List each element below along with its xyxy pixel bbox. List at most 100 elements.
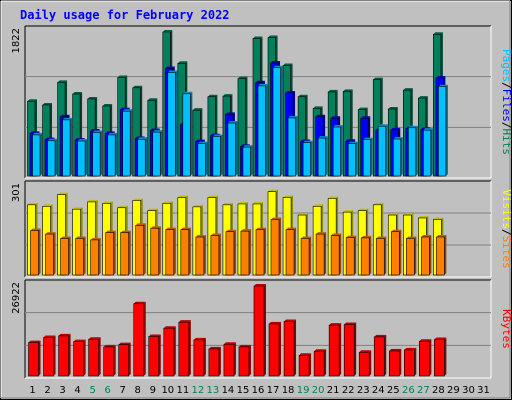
bar-pages-8-side — [145, 137, 148, 176]
bar-hits-1-top — [27, 99, 37, 102]
bar-kbytes-12-top — [193, 337, 206, 340]
bar-sites-25 — [390, 229, 402, 276]
bar-sites-21-face — [330, 235, 340, 276]
bar-sites-17-face — [270, 219, 280, 276]
bar-pages-21 — [332, 124, 343, 177]
bar-sites-24 — [375, 236, 387, 276]
bar-sites-25-top — [391, 229, 402, 232]
bar-files-1-top — [30, 131, 40, 134]
bar-pages-14 — [227, 121, 238, 177]
bar-pages-4-face — [77, 140, 86, 177]
bar-sites-8-top — [135, 223, 146, 226]
bar-sites-28-top — [436, 234, 447, 237]
bar-kbytes-19-top — [299, 353, 312, 356]
bar-sites-12-face — [195, 236, 205, 276]
legend-hits: Hits — [500, 129, 512, 156]
x-tick-label: 26 — [402, 385, 415, 396]
bar-pages-12-top — [197, 141, 208, 144]
bar-sites-12-side — [203, 234, 206, 275]
bar-sites-10 — [165, 227, 176, 276]
bar-sites-11 — [180, 227, 191, 276]
bar-sites-6-face — [105, 232, 114, 276]
bar-pages-4-top — [77, 138, 88, 141]
bar-sites-14-face — [225, 231, 235, 276]
bar-pages-14-face — [227, 122, 236, 177]
bar-kbytes-9-face — [148, 336, 160, 377]
bar-pages-6-top — [107, 132, 118, 135]
bar-pages-6-face — [107, 134, 116, 177]
bar-sites-22-top — [346, 235, 357, 238]
bar-sites-18-side — [294, 227, 297, 275]
bar-pages-18-top — [288, 115, 298, 118]
bar-sites-7-face — [120, 232, 129, 276]
bar-visits-11-top — [177, 195, 188, 198]
bar-hits-23-top — [358, 107, 368, 110]
bar-pages-3-side — [70, 117, 73, 176]
bar-pages-6-side — [115, 132, 118, 176]
bar-visits-21-top — [328, 196, 339, 199]
bar-hits-14-top — [222, 94, 233, 97]
bar-pages-23 — [362, 137, 373, 177]
x-tick-label: 25 — [387, 385, 400, 396]
bar-pages-28-face — [438, 86, 447, 177]
bar-kbytes-4-top — [73, 339, 86, 342]
bar-pages-14-top — [227, 121, 238, 124]
bar-hits-17-top — [268, 35, 278, 38]
bar-sites-1-side — [38, 228, 41, 275]
bar-pages-26-top — [408, 125, 418, 128]
bar-kbytes-25-face — [388, 350, 400, 377]
bar-kbytes-8-top — [133, 301, 146, 304]
bar-pages-23-top — [363, 137, 373, 140]
bar-visits-1-top — [27, 202, 38, 205]
bar-hits-21-top — [328, 89, 338, 92]
bar-kbytes-22-top — [344, 322, 357, 325]
bar-sites-6 — [105, 230, 116, 276]
bar-sites-25-side — [399, 229, 402, 275]
bar-kbytes-4-side — [83, 339, 86, 376]
bar-sites-27 — [421, 234, 432, 276]
bar-kbytes-15 — [238, 344, 251, 377]
bar-sites-18 — [285, 227, 297, 276]
bar-hits-4-top — [72, 92, 83, 95]
bar-files-10-top — [165, 66, 175, 69]
bar-kbytes-27-face — [419, 340, 430, 377]
bar-pages-27-top — [423, 128, 433, 131]
bar-kbytes-26 — [404, 347, 417, 377]
bar-sites-1-face — [30, 230, 39, 276]
bar-kbytes-8-face — [133, 303, 145, 377]
bar-kbytes-2-face — [43, 337, 54, 377]
bar-kbytes-16 — [253, 284, 266, 377]
bar-sites-1-top — [30, 228, 41, 231]
bar-sites-13-top — [210, 233, 221, 236]
bar-files-14-top — [225, 112, 235, 115]
bar-sites-3-side — [68, 236, 71, 275]
bar-pages-28-top — [438, 84, 448, 87]
panel-legend: Pages/Files/Hits — [500, 49, 512, 155]
bar-hits-24-top — [373, 77, 383, 80]
bar-files-12-top — [195, 139, 205, 142]
bar-hits-7-top — [117, 75, 128, 78]
bar-sites-22 — [345, 235, 357, 276]
bar-files-16-top — [255, 80, 265, 83]
bar-pages-24-face — [377, 125, 387, 177]
bar-kbytes-26-side — [414, 347, 417, 376]
bar-visits-6-top — [102, 201, 113, 204]
bar-kbytes-14-top — [223, 342, 236, 345]
bar-files-28-top — [435, 75, 446, 78]
x-tick-label: 17 — [267, 385, 280, 396]
bar-sites-23-top — [361, 235, 372, 238]
bar-pages-4 — [77, 138, 88, 177]
bar-pages-11 — [182, 91, 193, 177]
bar-sites-9 — [150, 226, 161, 276]
bar-kbytes-2 — [43, 335, 56, 377]
bar-kbytes-7-top — [118, 342, 131, 345]
bar-pages-12-face — [197, 143, 206, 177]
legend-kbytes: KBytes — [500, 309, 512, 349]
bar-kbytes-18-side — [294, 319, 297, 376]
x-tick-label: 30 — [462, 385, 475, 396]
bar-pages-7-side — [130, 109, 133, 176]
bar-pages-19 — [302, 140, 313, 177]
bar-pages-10-face — [167, 72, 176, 177]
bar-sites-9-side — [158, 226, 161, 275]
bar-sites-6-top — [105, 230, 116, 233]
